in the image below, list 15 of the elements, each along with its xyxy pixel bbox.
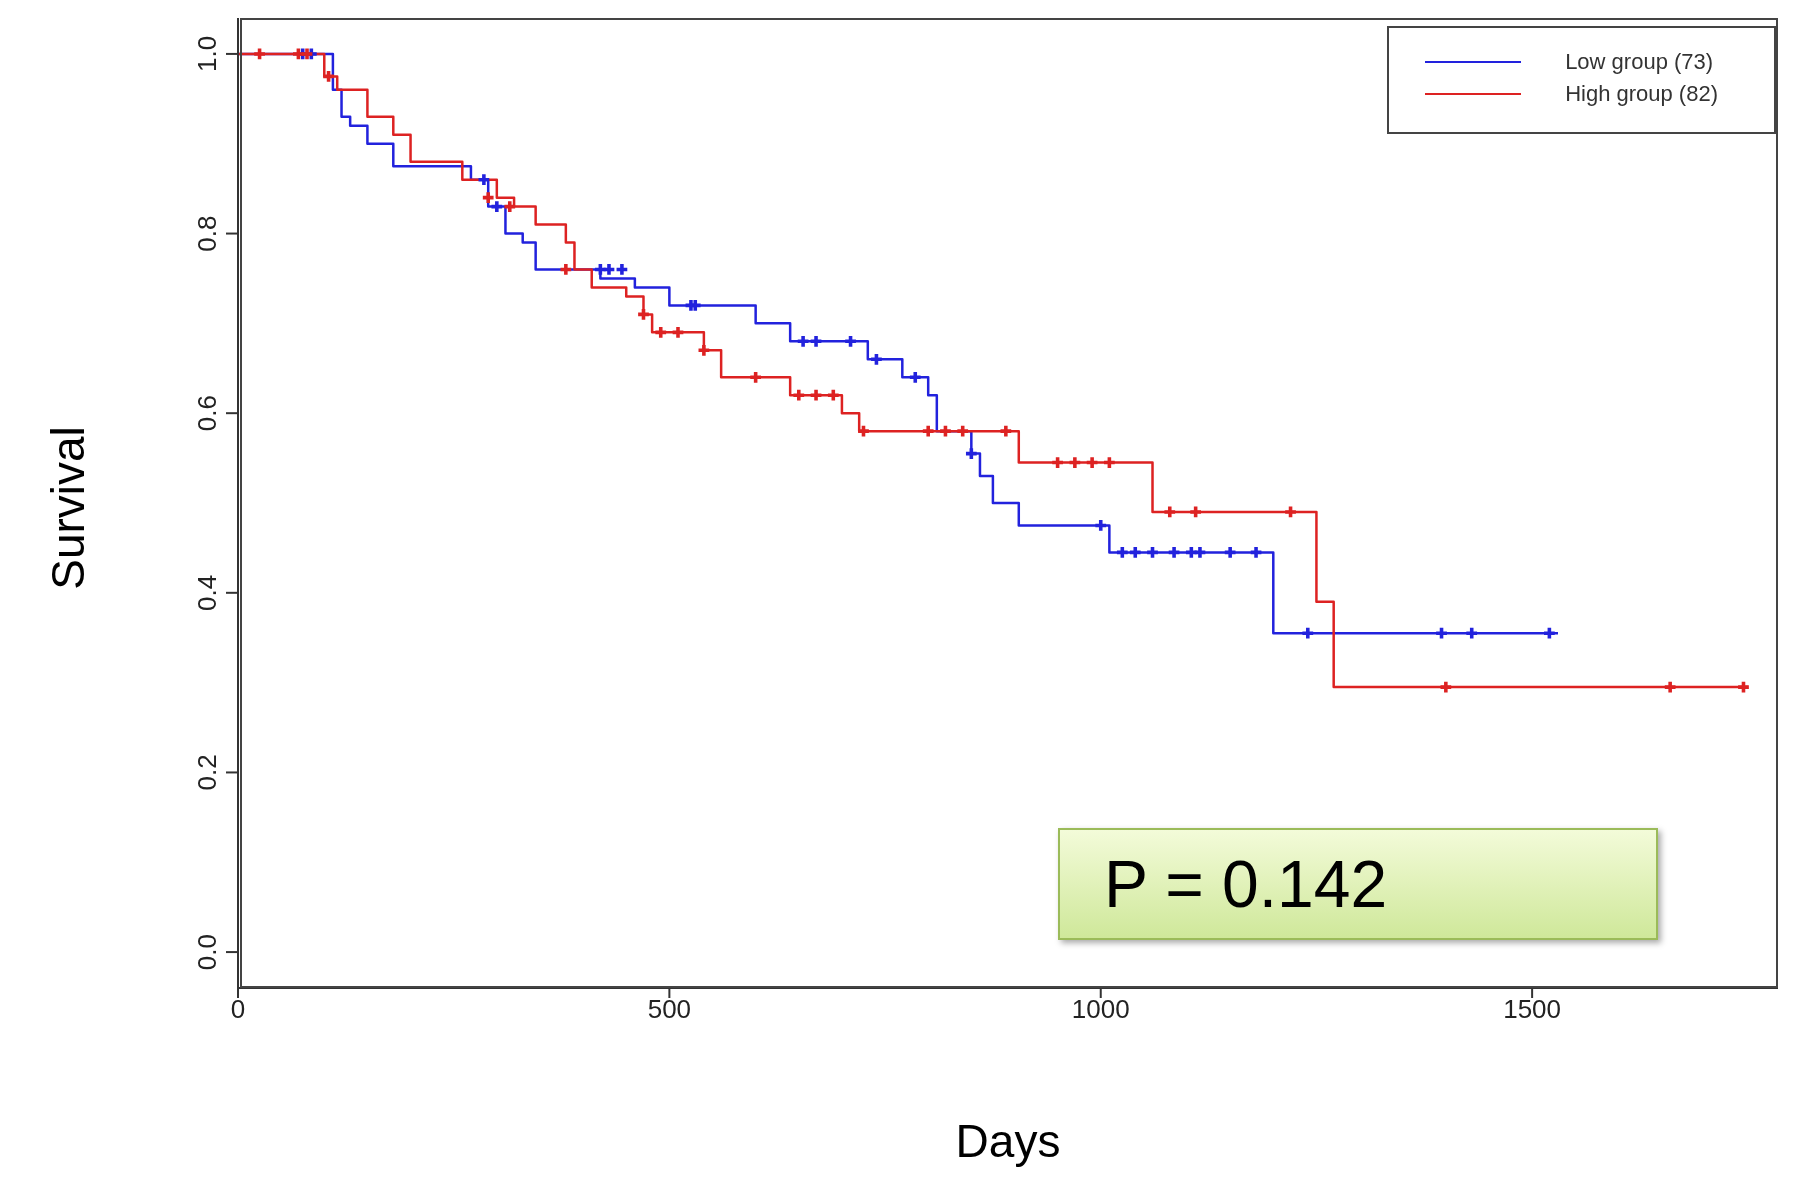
legend-label: Low group (73) (1565, 48, 1714, 76)
x-tick-label: 0 (230, 994, 246, 1025)
x-axis-title: Days (954, 1114, 1062, 1168)
y-tick-label: 0.0 (192, 934, 222, 971)
x-tick-label: 1000 (1071, 994, 1130, 1025)
y-tick-label: 0.6 (192, 395, 222, 432)
y-tick-label: 0.2 (192, 754, 222, 791)
y-axis-title: Survival (41, 426, 95, 590)
x-tick-label: 1500 (1503, 994, 1562, 1025)
x-tick-label: 500 (647, 994, 692, 1025)
legend-label: High group (82) (1565, 80, 1718, 108)
text-box: P = 0.142 (1058, 828, 1658, 940)
y-tick-label: 0.8 (192, 215, 222, 252)
y-tick-label: 1.0 (192, 35, 222, 72)
y-tick-label: 0.4 (192, 574, 222, 611)
